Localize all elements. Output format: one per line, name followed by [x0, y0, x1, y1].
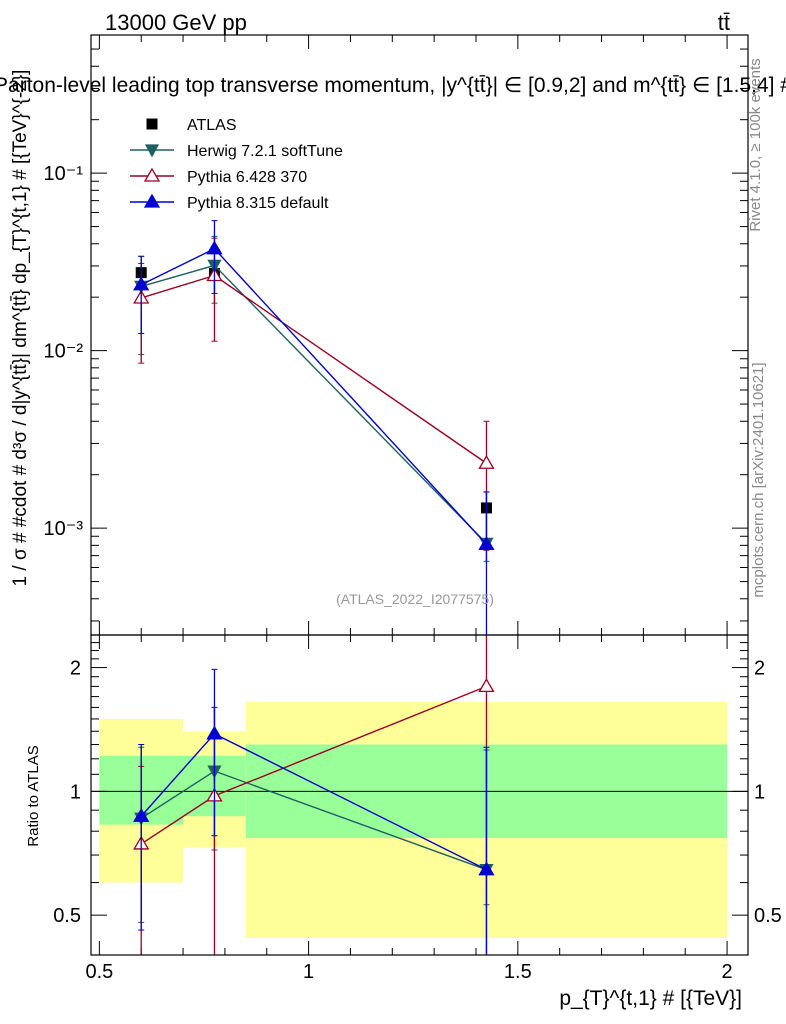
ratio-y-tick-label-right: 0.5	[754, 905, 782, 927]
rivet-version-label: Rivet 4.1.0, ≥ 100k events	[747, 58, 764, 231]
legend-marker-atlas	[146, 118, 158, 130]
axis-ticks: 0.5 1 1.5 2 10⁻¹ 10⁻² 10⁻³ 0.5 0.5 1 1 2 2	[44, 35, 782, 983]
ratio-plot-frame	[90, 634, 749, 956]
legend-marker-herwig-7-2-1-softtune	[144, 144, 160, 158]
y-tick-label: 10⁻³	[44, 518, 84, 540]
ratio-point-pythia-8-315-default	[133, 807, 150, 822]
header-left: 13000 GeV pp	[105, 10, 247, 35]
ratio-bands	[91, 701, 748, 938]
legend-label-atlas: ATLAS	[187, 117, 237, 134]
mcplots-label: mcplots.cern.ch [arXiv:2401.10621]	[750, 362, 767, 597]
ratio-y-tick-label: 0.5	[53, 905, 81, 927]
ratio-point-pythia-6-428-370	[478, 678, 495, 693]
ratio-y-tick-label-right: 1	[754, 781, 765, 803]
ratio-point-pythia-8-315-default	[206, 725, 223, 740]
header-right: tt̄	[718, 10, 730, 35]
legend-label-pythia-8-315-default: Pythia 8.315 default	[187, 195, 329, 212]
legend-marker-pythia-6-428-370	[143, 167, 161, 182]
series-group	[133, 220, 495, 955]
main-point-pythia-8-315-default	[206, 240, 223, 255]
legend: ATLAS Herwig 7.2.1 softTune Pythia 6.428 3…	[130, 117, 343, 212]
x-tick-label: 0.5	[85, 961, 113, 983]
legend-marker-pythia-8-315-default	[143, 193, 161, 208]
legend-label-pythia-6-428-370: Pythia 6.428 370	[187, 169, 307, 186]
x-tick-label: 2	[722, 961, 733, 983]
ratio-ylabel: Ratio to ATLAS	[25, 745, 42, 846]
ratio-y-tick-label: 1	[70, 781, 81, 803]
main-line-herwig-7-2-1-softtune	[141, 264, 487, 544]
axis-frames	[90, 34, 749, 956]
x-tick-label: 1.5	[504, 961, 532, 983]
main-point-pythia-8-315-default	[133, 276, 150, 291]
main-line-pythia-8-315-default	[140, 247, 487, 545]
main-ylabel: 1 / σ # #cdot # d³σ / d|y^{tt̄}| dm^{tt̄…	[10, 70, 31, 587]
y-tick-label: 10⁻¹	[44, 163, 84, 185]
x-tick-label: 1	[303, 961, 314, 983]
legend-label-herwig-7-2-1-softtune: Herwig 7.2.1 softTune	[187, 143, 343, 160]
x-axis-label: p_{T}^{t,1} # [{TeV}]	[559, 987, 742, 1010]
main-line-pythia-6-428-370	[141, 274, 487, 464]
analysis-watermark: (ATLAS_2022_I2077575)	[336, 591, 494, 607]
main-point-pythia-8-315-default	[478, 536, 495, 551]
ratio-y-tick-label: 2	[70, 658, 81, 680]
ratio-y-tick-label-right: 2	[754, 658, 765, 680]
main-title: Parton-level leading top transverse mome…	[0, 74, 786, 97]
y-tick-label: 10⁻²	[44, 341, 84, 363]
main-point-pythia-6-428-370	[478, 454, 495, 469]
ratio-point-pythia-8-315-default	[478, 861, 495, 876]
